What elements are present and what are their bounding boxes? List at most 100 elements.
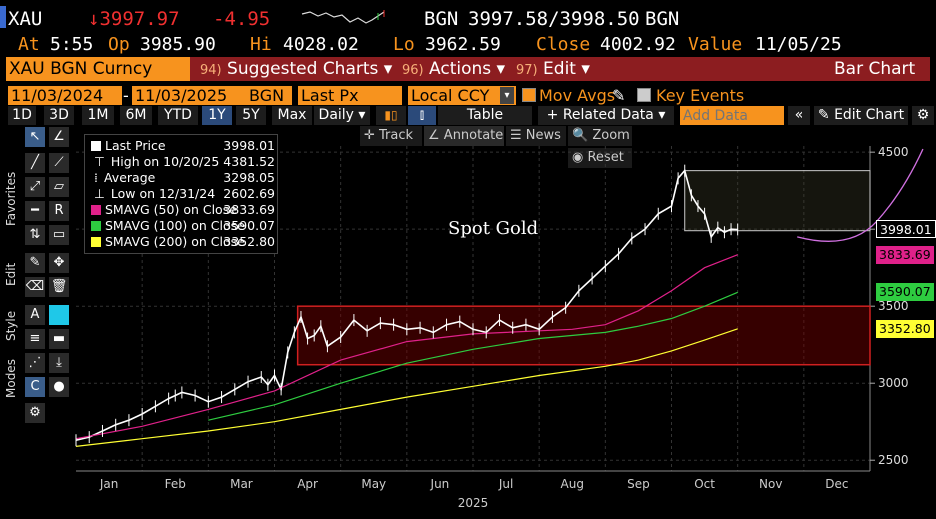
legend-last-price: Last Price 3998.01 bbox=[91, 138, 275, 154]
legend-label: SMAVG (200) on Close bbox=[105, 234, 245, 249]
pencil-icon[interactable]: ✎ bbox=[612, 86, 626, 105]
ticker: XAU bbox=[8, 8, 43, 30]
x-tick-label: Apr bbox=[297, 477, 318, 491]
low-marker-icon: ⊥ bbox=[94, 186, 105, 201]
actions-label: Actions ▾ bbox=[429, 59, 506, 79]
line-weight-icon[interactable]: ≡ bbox=[24, 328, 46, 350]
bar-type-icon[interactable]: ⫾ bbox=[408, 106, 436, 125]
annotate-button[interactable]: ∠ Annotate bbox=[424, 126, 504, 146]
security-field[interactable]: XAU BGN Curncy bbox=[6, 57, 190, 81]
chevron-down-icon[interactable]: ▾ bbox=[500, 87, 514, 104]
ask-source: BGN bbox=[645, 8, 680, 30]
edit-chart-label: Edit Chart bbox=[834, 107, 905, 123]
low-value: 3962.59 bbox=[425, 34, 501, 55]
mov-avgs-label: Mov Avgs bbox=[539, 86, 616, 105]
price-chart[interactable]: 25003000350040004500JanFebMarAprMayJunJu… bbox=[74, 146, 936, 519]
start-date-field[interactable]: 11/03/2024 bbox=[8, 86, 122, 105]
edit-label: Edit bbox=[4, 262, 18, 286]
reset-button[interactable]: ◉ Reset bbox=[568, 148, 632, 168]
top-range-box bbox=[684, 170, 871, 232]
x-tick-label: Aug bbox=[561, 477, 584, 491]
legend-label: High on 10/20/25 bbox=[110, 154, 220, 169]
key-events-label: Key Events bbox=[656, 86, 745, 105]
edit-button[interactable]: 97) Edit ▾ bbox=[512, 57, 594, 81]
field-selector[interactable]: Last Px bbox=[298, 86, 402, 105]
high-marker-icon: ⊤ bbox=[94, 154, 105, 169]
segment-icon[interactable]: ⤢ bbox=[24, 176, 46, 198]
color-swatch-icon[interactable] bbox=[48, 304, 70, 326]
mov-avgs-checkbox[interactable] bbox=[522, 88, 536, 102]
series-line-sma-2 bbox=[208, 291, 738, 421]
settings-gear-icon[interactable]: ⚙ bbox=[24, 402, 46, 424]
collapse-icon[interactable]: « bbox=[788, 106, 810, 125]
rectangle-icon[interactable]: ▭ bbox=[48, 224, 70, 246]
edit-num: 97) bbox=[516, 63, 538, 78]
suggested-charts-button[interactable]: 94) Suggested Charts ▾ bbox=[196, 57, 397, 81]
y-tick-label: 3000 bbox=[878, 376, 909, 390]
period-ytd[interactable]: YTD bbox=[158, 106, 198, 125]
add-data-input[interactable] bbox=[680, 106, 784, 125]
trash-icon[interactable]: 🗑 bbox=[48, 276, 70, 298]
line-style-icon[interactable]: ▬ bbox=[48, 328, 70, 350]
legend-panel: Last Price 3998.01 ⊤ High on 10/20/25 4381.… bbox=[84, 134, 278, 254]
period-max[interactable]: Max bbox=[272, 106, 312, 125]
period-1m[interactable]: 1M bbox=[82, 106, 114, 125]
main-toolbar: XAU BGN Curncy 94) Suggested Charts ▾ 96… bbox=[6, 57, 930, 81]
trend-line-icon[interactable]: ╱ bbox=[24, 152, 46, 174]
end-date-field[interactable]: 11/03/2025 bbox=[132, 86, 246, 105]
move-icon[interactable]: ✥ bbox=[48, 252, 70, 274]
price-badge: 3998.01 bbox=[876, 220, 936, 239]
gear-icon[interactable]: ⚙ bbox=[912, 106, 934, 125]
edit-label: Edit ▾ bbox=[543, 59, 590, 79]
period-1d[interactable]: 1D bbox=[8, 106, 36, 125]
brush-icon[interactable]: ✎ bbox=[24, 252, 46, 274]
chart-type-icon[interactable]: ▮▯ bbox=[376, 106, 406, 125]
track-button[interactable]: ✛ Track bbox=[360, 126, 422, 146]
edit-chart-button[interactable]: ✎ Edit Chart bbox=[814, 106, 908, 125]
table-button[interactable]: Table bbox=[438, 106, 532, 125]
magnet-icon[interactable]: ⤓ bbox=[48, 352, 70, 374]
currency-selector[interactable]: Local CCY bbox=[408, 86, 516, 105]
period-1y[interactable]: 1Y bbox=[202, 106, 232, 125]
y-tick-label: 3500 bbox=[878, 299, 909, 313]
news-button[interactable]: ☰ News bbox=[506, 126, 566, 146]
legend-value: 3590.07 bbox=[223, 218, 275, 233]
open-label: Op bbox=[108, 34, 130, 55]
annotate-label: Annotate bbox=[443, 128, 504, 143]
crosshair-mode-icon[interactable]: C bbox=[24, 376, 46, 398]
font-icon[interactable]: A bbox=[24, 304, 46, 326]
retracement-icon[interactable]: R bbox=[48, 200, 70, 222]
frequency-dropdown[interactable]: Daily ▾ bbox=[314, 106, 370, 125]
params-bar: 11/03/2024 - 11/03/2025 BGN Last Px Loca… bbox=[6, 86, 936, 106]
swatch-sma100 bbox=[91, 221, 101, 231]
legend-label: SMAVG (50) on Close bbox=[105, 202, 237, 217]
period-3d[interactable]: 3D bbox=[44, 106, 74, 125]
related-data-button[interactable]: + Related Data ▾ bbox=[538, 106, 674, 125]
cursor-icon[interactable]: ↖ bbox=[24, 126, 46, 148]
palette-icon[interactable]: ● bbox=[48, 376, 70, 398]
low-label: Lo bbox=[393, 34, 415, 55]
x-tick-label: May bbox=[361, 477, 386, 491]
series-line-sma-3 bbox=[75, 328, 738, 447]
chart-title: Spot Gold bbox=[448, 218, 538, 239]
legend-label: Last Price bbox=[105, 138, 166, 153]
source-field[interactable]: BGN bbox=[246, 86, 292, 105]
draw-line-icon[interactable]: ∠ bbox=[48, 126, 70, 148]
dotted-mode-icon[interactable]: ⋰ bbox=[24, 352, 46, 374]
key-events-checkbox[interactable] bbox=[637, 88, 651, 102]
channel-icon[interactable]: ▱ bbox=[48, 176, 70, 198]
eraser-icon[interactable]: ⌫ bbox=[24, 276, 46, 298]
horizontal-line-icon[interactable]: ━ bbox=[24, 200, 46, 222]
period-6m[interactable]: 6M bbox=[120, 106, 152, 125]
zoom-button[interactable]: 🔍 Zoom bbox=[568, 126, 632, 146]
actions-button[interactable]: 96) Actions ▾ bbox=[398, 57, 510, 81]
net-change: -4.95 bbox=[213, 8, 271, 30]
fib-icon[interactable]: ⇅ bbox=[24, 224, 46, 246]
ray-icon[interactable]: ⟋ bbox=[48, 152, 70, 174]
x-tick-label: Feb bbox=[165, 477, 186, 491]
x-tick-label: Jun bbox=[430, 477, 450, 491]
x-tick-label: Mar bbox=[230, 477, 253, 491]
period-5y[interactable]: 5Y bbox=[236, 106, 266, 125]
view-button[interactable]: Bar Chart bbox=[830, 57, 920, 81]
x-year-label: 2025 bbox=[458, 496, 489, 510]
